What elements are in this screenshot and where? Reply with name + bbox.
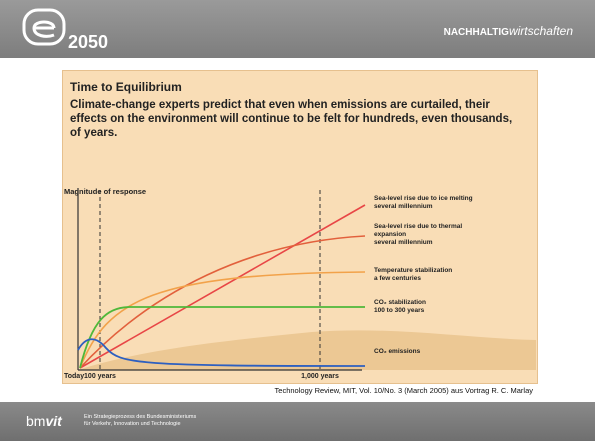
logo-text: 2050 <box>68 32 108 52</box>
curve-label: Sea-level rise due to thermal <box>374 223 462 230</box>
logo: 2050 <box>22 8 132 54</box>
x-label: 1,000 years <box>301 373 339 380</box>
brand-right: wirtschaften <box>509 24 573 38</box>
curve-label: Sea-level rise due to ice melting <box>374 195 473 202</box>
brand-left: NACHHALTIG <box>444 27 509 38</box>
source: Technology Review, MIT, Vol. 10/No. 3 (M… <box>275 386 533 395</box>
slide-page: 2050 NACHHALTIGwirtschaften Time to Equi… <box>0 0 595 441</box>
footer-line: Ein Strategieprozess des Bundesministeri… <box>84 414 196 421</box>
curve-label: expansion <box>374 231 406 238</box>
subtitle: Climate-change experts predict that even… <box>70 98 520 140</box>
curve-label: several millennium <box>374 203 433 210</box>
background-hill <box>78 330 536 370</box>
footer-logo: bmvit <box>26 413 62 429</box>
x-label: Today <box>64 373 84 380</box>
logo-e <box>34 22 54 36</box>
title: Time to Equilibrium <box>70 80 182 94</box>
curve-label: Temperature stabilization <box>374 267 452 274</box>
footer-line: für Verkehr, Innovation und Technologie <box>84 421 196 428</box>
curve-label: several millennium <box>374 239 433 246</box>
footer-logo-left: bm <box>26 413 45 429</box>
curve-label: CO₂ stabilization <box>374 299 426 306</box>
footer-text: Ein Strategieprozess des Bundesministeri… <box>84 414 196 428</box>
brand: NACHHALTIGwirtschaften <box>444 24 573 38</box>
curve-label: a few centuries <box>374 275 421 282</box>
curve-label: 100 to 300 years <box>374 307 425 314</box>
axis-label: Magnitude of response <box>64 187 146 196</box>
x-label: 100 years <box>84 373 116 380</box>
curve-label: CO₂ emissions <box>374 348 421 355</box>
footer-logo-right: vit <box>45 413 61 429</box>
